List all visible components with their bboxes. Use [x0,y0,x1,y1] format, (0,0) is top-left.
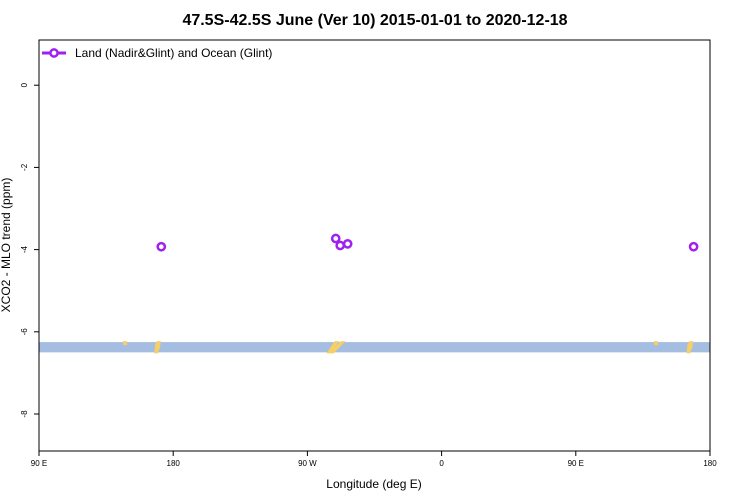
data-point [335,240,346,251]
legend-entry-label: Land (Nadir&Glint) and Ocean (Glint) [75,46,272,60]
y-tick-label: -4 [20,246,29,254]
y-tick-label: -2 [20,163,29,171]
ocean-band [39,342,710,353]
y-tick-label: 0 [20,82,29,87]
y-axis-label: XCO2 - MLO trend (ppm) [0,178,13,313]
chart-title: 47.5S-42.5S June (Ver 10) 2015-01-01 to … [182,12,567,29]
x-tick-label: 0 [439,459,444,468]
land-segment [328,341,346,354]
x-tick-label: 90 E [31,459,47,468]
legend-marker-icon [49,48,59,58]
x-tick-label: 180 [167,459,181,468]
data-point [156,241,167,252]
land-segment [122,341,128,346]
land-segment [326,341,340,354]
land-segment [155,341,161,350]
data-point [342,239,353,249]
x-axis-label: Longitude (deg E) [326,477,421,491]
data-point [688,241,699,252]
x-tick-label: 90 W [298,459,317,468]
x-tick-label: 180 [703,459,717,468]
y-tick-label: -8 [20,410,29,418]
x-tick-label: 90 E [568,459,584,468]
y-tick-label: -6 [20,328,29,336]
land-ocean-band [39,341,710,354]
plot-frame [38,39,711,452]
data-point [330,233,341,244]
land-segment [687,341,694,350]
legend: Land (Nadir&Glint) and Ocean (Glint) [42,46,272,60]
land-segment [653,341,659,346]
y-axis: 0 -2 -4 -6 -8 [20,82,39,418]
data-series [156,233,699,252]
x-axis: 90 E 180 90 W 0 90 E 180 [31,451,717,468]
